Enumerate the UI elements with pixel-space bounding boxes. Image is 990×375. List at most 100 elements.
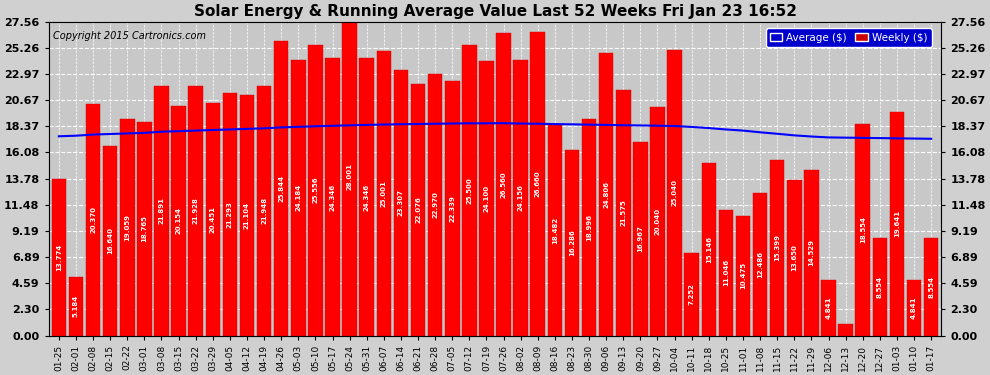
Bar [462,45,476,336]
Bar [68,276,83,336]
Bar [206,103,220,336]
Bar [171,106,186,336]
Bar [394,70,408,336]
Text: 15.146: 15.146 [706,236,712,263]
Text: 11.046: 11.046 [723,259,729,286]
Text: 20.370: 20.370 [90,206,96,233]
Text: 13.774: 13.774 [55,243,61,271]
Text: 24.184: 24.184 [295,184,301,211]
Text: 25.040: 25.040 [671,180,677,207]
Bar [582,119,596,336]
Bar [137,122,151,336]
Text: 16.286: 16.286 [569,230,575,256]
Title: Solar Energy & Running Average Value Last 52 Weeks Fri Jan 23 16:52: Solar Energy & Running Average Value Las… [193,4,797,19]
Text: 25.556: 25.556 [313,177,319,203]
Text: 22.076: 22.076 [415,196,421,223]
Bar [86,104,100,336]
Text: 25.001: 25.001 [381,180,387,207]
Bar [514,60,528,336]
Text: 24.346: 24.346 [330,183,336,210]
Bar [890,112,904,336]
Bar [839,324,853,336]
Bar [752,194,767,336]
Text: 12.486: 12.486 [757,251,763,278]
Bar [496,33,511,336]
Bar [154,86,168,336]
Text: 23.307: 23.307 [398,189,404,216]
Text: 16.967: 16.967 [638,225,644,252]
Text: 4.841: 4.841 [826,297,832,319]
Bar [376,51,391,336]
Bar [274,41,288,336]
Text: 16.640: 16.640 [107,227,113,254]
Text: 21.293: 21.293 [227,201,233,228]
Bar [240,95,254,336]
Text: 24.100: 24.100 [483,185,489,212]
Text: 8.554: 8.554 [877,276,883,298]
Bar [359,58,374,336]
Text: 25.844: 25.844 [278,175,284,202]
Text: 21.928: 21.928 [193,197,199,224]
Text: 20.451: 20.451 [210,206,216,232]
Bar [120,118,135,336]
Bar [667,50,682,336]
Bar [547,125,562,336]
Text: 18.765: 18.765 [142,215,148,242]
Text: 18.554: 18.554 [859,216,865,243]
Text: 14.529: 14.529 [809,239,815,266]
Bar [684,253,699,336]
Bar [616,90,631,336]
Text: 18.482: 18.482 [551,217,558,244]
Text: 15.399: 15.399 [774,234,780,261]
Text: 22.339: 22.339 [449,195,455,222]
Bar [326,58,340,336]
Text: 5.184: 5.184 [73,295,79,317]
Bar [291,60,306,336]
Text: 19.059: 19.059 [125,213,131,240]
Bar [445,81,459,336]
Bar [872,238,887,336]
Text: 25.500: 25.500 [466,177,472,204]
Text: 28.001: 28.001 [346,163,352,190]
Text: 8.554: 8.554 [929,276,935,298]
Bar [103,146,118,336]
Bar [804,170,819,336]
Text: 7.252: 7.252 [689,284,695,305]
Bar [599,53,614,336]
Text: 20.040: 20.040 [654,208,660,235]
Bar [787,180,802,336]
Text: 4.841: 4.841 [911,297,917,319]
Bar [736,216,750,336]
Bar [564,150,579,336]
Bar [719,210,734,336]
Bar [822,280,836,336]
Bar [531,32,545,336]
Text: 19.641: 19.641 [894,210,900,237]
Bar [411,84,426,336]
Text: 21.575: 21.575 [621,200,627,226]
Text: 24.806: 24.806 [603,181,609,208]
Text: 13.650: 13.650 [791,244,797,271]
Text: 21.104: 21.104 [244,202,250,229]
Text: 26.560: 26.560 [501,171,507,198]
Text: 21.948: 21.948 [261,197,267,224]
Bar [650,107,664,336]
Text: Copyright 2015 Cartronics.com: Copyright 2015 Cartronics.com [53,31,206,41]
Bar [479,61,494,336]
Legend: Average ($), Weekly ($): Average ($), Weekly ($) [765,28,932,47]
Text: 10.475: 10.475 [740,262,746,290]
Bar [634,142,647,336]
Text: 22.970: 22.970 [432,191,439,218]
Bar [343,17,356,336]
Bar [51,179,66,336]
Bar [308,45,323,336]
Bar [702,163,716,336]
Bar [855,124,870,336]
Text: 24.346: 24.346 [363,183,369,210]
Bar [188,86,203,336]
Bar [924,238,939,336]
Text: 20.154: 20.154 [175,207,181,234]
Bar [223,93,238,336]
Bar [770,160,784,336]
Bar [428,74,443,336]
